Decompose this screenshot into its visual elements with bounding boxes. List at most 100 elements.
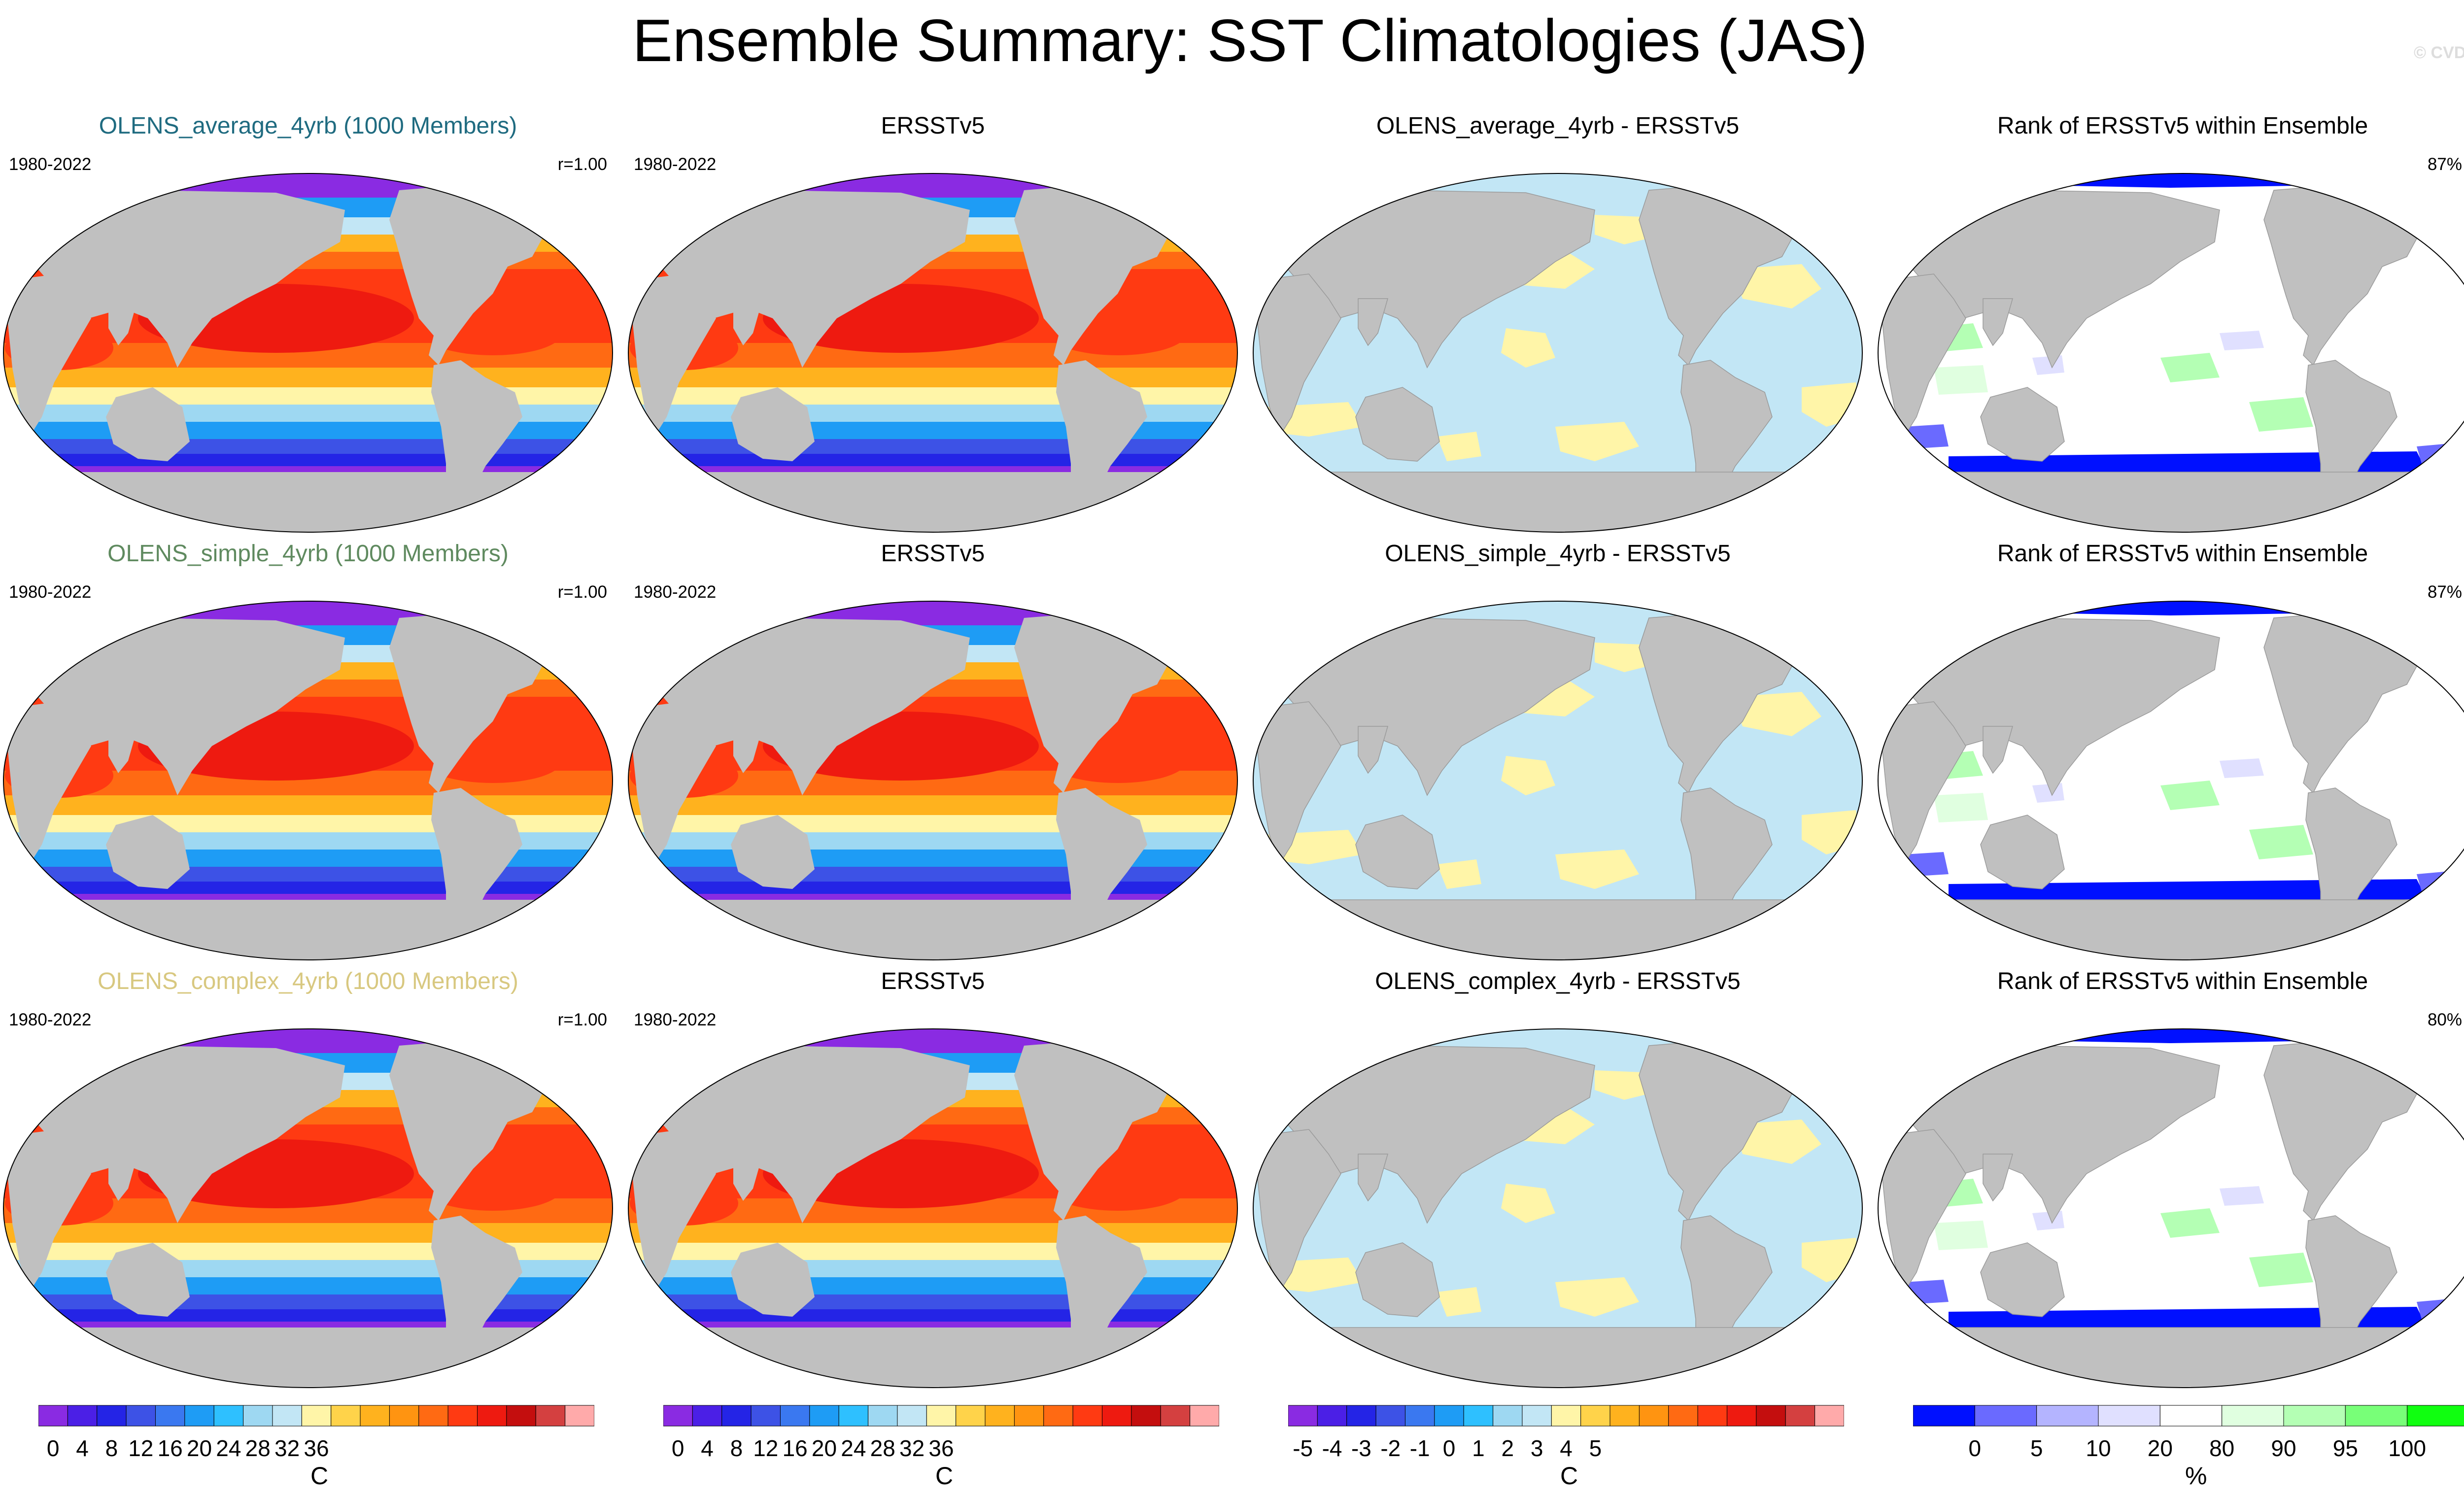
rank-map: [1878, 1028, 2464, 1388]
colorbar-tick-label: 95: [2332, 1435, 2358, 1461]
period-label: 1980-2022: [634, 582, 717, 602]
colorbar-tick-label: 28: [870, 1435, 895, 1461]
colorbar-swatch: [506, 1405, 536, 1427]
sst-band: [3, 1309, 613, 1322]
land-australia: [1980, 1242, 2065, 1317]
colorbar-tick-label: 24: [841, 1435, 866, 1461]
map-border: [1253, 1028, 1863, 1388]
panel-title: OLENS_average_4yrb - ERSSTv5: [1376, 113, 1740, 139]
land-northAmerica: [389, 613, 547, 793]
land-australia: [1355, 815, 1440, 889]
rank-patch: [1904, 1280, 1949, 1304]
rank-patch: [2160, 1208, 2220, 1238]
map-border: [628, 1028, 1238, 1388]
colorbar-tick-label: -2: [1380, 1435, 1401, 1461]
sst-band: [628, 850, 1237, 867]
rank-patch: [2220, 1186, 2264, 1206]
colorbar-swatch: [1974, 1405, 2037, 1427]
rank-patch: [2220, 331, 2264, 350]
colorbar-swatches: [1913, 1405, 2464, 1427]
colorbar-swatches: [663, 1405, 1219, 1427]
colorbar-swatch: [184, 1405, 214, 1427]
colorbar-swatch: [38, 1405, 68, 1427]
panel-r2-ensemble: OLENS_simple_4yrb (1000 Members) 1980-20…: [0, 540, 616, 960]
panel-r3-diff: OLENS_complex_4yrb - ERSSTv5: [1250, 968, 1866, 1388]
panel-title: ERSSTv5: [881, 113, 985, 139]
colorbar-tick-label: 0: [671, 1435, 684, 1461]
colorbar-tick-label: -1: [1409, 1435, 1430, 1461]
colorbar-swatch: [301, 1405, 332, 1427]
colorbar-swatch: [126, 1405, 156, 1427]
colorbar-tick-label: 5: [2030, 1435, 2043, 1461]
colorbar-swatch: [243, 1405, 273, 1427]
rank-patch: [2160, 353, 2220, 382]
colorbar-swatch: [1463, 1405, 1494, 1427]
sst-band: [628, 173, 1237, 198]
colorbar-swatch: [2098, 1405, 2160, 1427]
colorbar-swatch: [1375, 1405, 1405, 1427]
sst-map: [3, 173, 613, 533]
colorbar-swatch: [1346, 1405, 1376, 1427]
colorbar-tick-label: 4: [76, 1435, 89, 1461]
sst-band: [3, 882, 613, 894]
land-australia: [731, 1243, 815, 1317]
land-northAmerica: [389, 1041, 547, 1221]
land-northAmerica: [1014, 1041, 1172, 1221]
colorbar-swatch: [692, 1405, 722, 1427]
sst-band: [3, 795, 613, 815]
land-northAmerica: [1014, 185, 1172, 365]
panel-title: OLENS_complex_4yrb - ERSSTv5: [1375, 968, 1741, 994]
sst-band: [3, 1243, 613, 1260]
sst-band: [3, 439, 613, 454]
panel-title: ERSSTv5: [881, 968, 985, 994]
colorbar-tick-label: 36: [928, 1435, 954, 1461]
diff-patch: [1733, 264, 1821, 308]
watermark: © CVDP: [2414, 43, 2464, 62]
diff-patch: [1733, 1120, 1821, 1164]
land-australia: [106, 815, 190, 889]
colorbar-swatch: [1160, 1405, 1191, 1427]
colorbar-swatch: [477, 1405, 507, 1427]
colorbar-swatch: [2159, 1405, 2223, 1427]
land-greenland: [1157, 611, 1216, 667]
diff-patch: [1437, 1287, 1481, 1317]
map-border: [628, 173, 1238, 533]
panel-r3-ensemble: OLENS_complex_4yrb (1000 Members) 1980-2…: [0, 968, 616, 1388]
period-label: 1980-2022: [9, 155, 92, 174]
map-border: [3, 1028, 613, 1388]
rank-patch: [1934, 365, 1988, 395]
land-australia: [731, 387, 815, 461]
panel-title: Rank of ERSSTv5 within Ensemble: [1997, 113, 2368, 139]
colorbar-swatch: [97, 1405, 127, 1427]
land-antarctica: [3, 900, 613, 960]
sst-band: [3, 368, 613, 387]
sst-band: [3, 454, 613, 466]
colorbar-swatch: [535, 1405, 566, 1427]
colorbar-tick-label: 20: [2147, 1435, 2173, 1461]
panel-r1-obs: ERSSTv5 1980-2022: [625, 112, 1241, 533]
sst-band: [3, 1029, 613, 1053]
sst-band: [628, 454, 1237, 466]
colorbar-swatch: [1756, 1405, 1786, 1427]
land-greenland: [1157, 183, 1216, 239]
colorbar-tick-label: 0: [1968, 1435, 1982, 1461]
map-border: [1878, 1028, 2464, 1388]
colorbar-swatch: [1288, 1405, 1318, 1427]
land-africa: [1882, 273, 1966, 438]
sst-band: [3, 387, 613, 405]
colorbar-swatch: [868, 1405, 898, 1427]
difference-map: [1253, 173, 1863, 533]
colorbar-swatch: [751, 1405, 781, 1427]
rank-patch: [2249, 397, 2313, 432]
colorbar-swatch: [1697, 1405, 1728, 1427]
map-border: [3, 173, 613, 533]
colorbar-swatch: [2283, 1405, 2346, 1427]
sst-band: [3, 1223, 613, 1243]
land-greenland: [1781, 1038, 1842, 1095]
colorbar-swatch: [1190, 1405, 1219, 1427]
land-africa: [1257, 701, 1341, 865]
period-label: 1980-2022: [9, 582, 92, 602]
colorbar-swatch: [331, 1405, 361, 1427]
colorbar-tick-label: 0: [1442, 1435, 1456, 1461]
